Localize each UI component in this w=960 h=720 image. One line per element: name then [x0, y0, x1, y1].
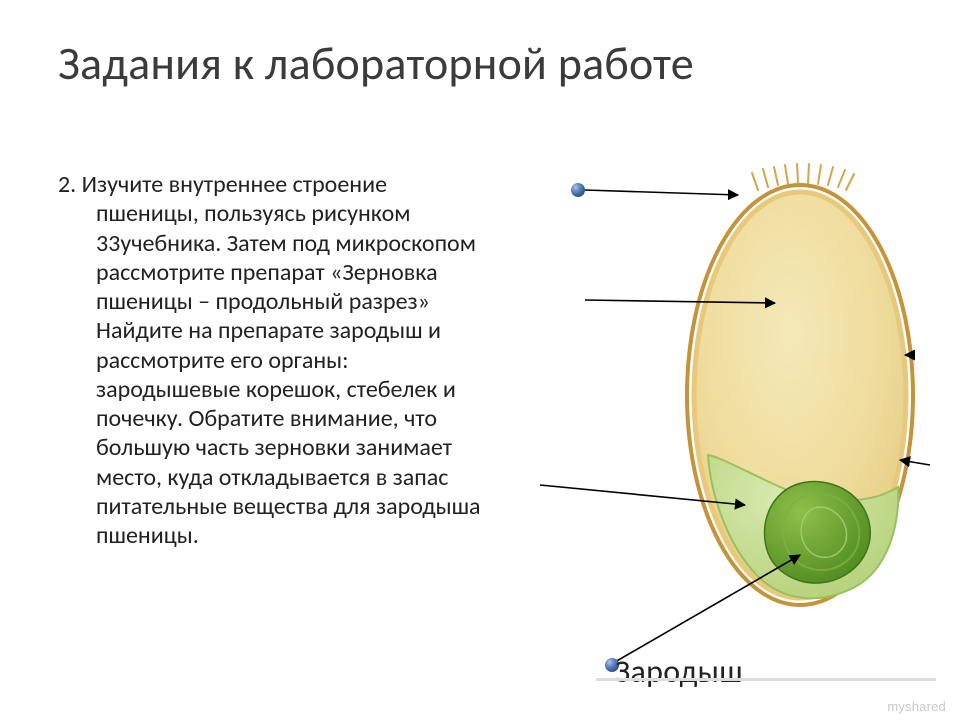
embryo-label: Зародыш: [615, 652, 743, 691]
seed-body: [687, 164, 913, 605]
page-title: Задания к лабораторной работе: [58, 36, 920, 92]
seed-diagram: [500, 155, 940, 685]
task-first-line: 2. Изучите внутреннее строение: [58, 170, 493, 199]
task-text: 2. Изучите внутреннее строение пшеницы, …: [58, 170, 493, 550]
watermark: myshared: [887, 699, 946, 714]
slide: Задания к лабораторной работе 2. Изучите…: [0, 0, 960, 720]
bullets: [571, 183, 619, 672]
pointer-tuft: [585, 190, 738, 195]
pointer-embryo: [615, 555, 800, 662]
label-underline: [596, 678, 936, 681]
pointer-right-lower: [900, 460, 930, 465]
task-rest: пшеницы, пользуясь рисунком 33учебника. …: [58, 199, 493, 550]
